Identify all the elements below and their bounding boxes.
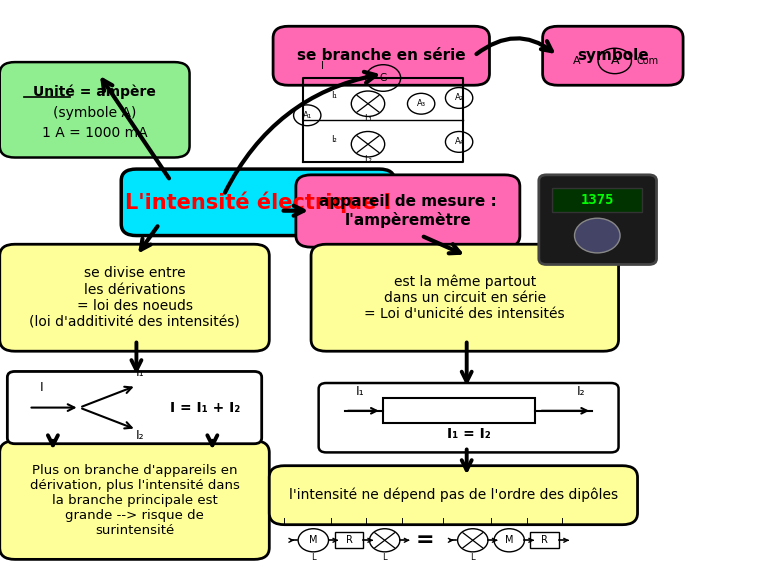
FancyBboxPatch shape <box>335 532 363 548</box>
Text: G: G <box>379 73 387 83</box>
Text: 1 A = 1000 mA: 1 A = 1000 mA <box>41 126 147 140</box>
Text: I: I <box>526 518 529 528</box>
Text: I₂: I₂ <box>576 385 585 397</box>
Text: (symbole A): (symbole A) <box>53 106 137 120</box>
Text: I₁: I₁ <box>356 385 365 397</box>
Text: L: L <box>311 553 316 562</box>
Text: I₁ = I₂: I₁ = I₂ <box>447 427 491 441</box>
Text: I: I <box>561 518 564 528</box>
Text: se divise entre
les dérivations
= loi des noeuds
(loi d'additivité des intensité: se divise entre les dérivations = loi de… <box>29 267 240 329</box>
Text: I₁: I₁ <box>136 366 144 379</box>
FancyBboxPatch shape <box>0 441 270 560</box>
Text: est la même partout
dans un circuit en série
= Loi d'unicité des intensités: est la même partout dans un circuit en s… <box>365 274 565 321</box>
Text: I: I <box>442 518 445 528</box>
FancyBboxPatch shape <box>0 244 270 351</box>
FancyBboxPatch shape <box>383 398 535 424</box>
Text: L: L <box>471 553 475 562</box>
Text: I: I <box>330 518 333 528</box>
Text: A₄: A₄ <box>455 137 464 146</box>
FancyBboxPatch shape <box>270 466 637 525</box>
Text: L₁: L₁ <box>364 114 372 123</box>
Text: Unité = ampère: Unité = ampère <box>33 84 156 99</box>
Text: I: I <box>321 62 324 71</box>
FancyBboxPatch shape <box>539 175 657 264</box>
Text: =: = <box>415 530 434 550</box>
Text: L'intensité électrique I: L'intensité électrique I <box>124 192 391 213</box>
Text: A₁: A₁ <box>303 111 312 120</box>
FancyBboxPatch shape <box>8 371 262 444</box>
Text: A₂: A₂ <box>455 94 464 102</box>
FancyBboxPatch shape <box>273 26 489 85</box>
FancyBboxPatch shape <box>543 26 683 85</box>
Text: I: I <box>365 518 368 528</box>
Text: A₃: A₃ <box>417 99 425 108</box>
Text: appareil de mesure :
l'ampèremètre: appareil de mesure : l'ampèremètre <box>319 194 497 228</box>
FancyBboxPatch shape <box>121 169 395 235</box>
Circle shape <box>574 218 620 253</box>
Text: A: A <box>611 55 619 67</box>
Text: Com: Com <box>637 56 658 66</box>
Text: M: M <box>309 535 318 546</box>
Text: Plus on branche d'appareils en
dérivation, plus l'intensité dans
la branche prin: Plus on branche d'appareils en dérivatio… <box>30 464 240 537</box>
Text: I: I <box>402 518 405 528</box>
Text: I: I <box>40 381 43 394</box>
Text: I = I₁ + I₂: I = I₁ + I₂ <box>170 400 240 415</box>
FancyBboxPatch shape <box>552 188 642 213</box>
Text: l'intensité ne dépend pas de l'ordre des dipôles: l'intensité ne dépend pas de l'ordre des… <box>289 488 618 503</box>
FancyBboxPatch shape <box>0 62 190 157</box>
Text: 1375: 1375 <box>581 193 614 207</box>
FancyBboxPatch shape <box>531 532 559 548</box>
Text: I₁: I₁ <box>331 91 336 100</box>
Text: M: M <box>505 535 514 546</box>
FancyBboxPatch shape <box>311 244 618 351</box>
Text: I: I <box>489 518 492 528</box>
Text: I₂: I₂ <box>331 135 336 144</box>
FancyBboxPatch shape <box>296 175 520 247</box>
Text: I₂: I₂ <box>136 429 144 442</box>
Text: symbole: symbole <box>577 48 649 63</box>
Text: I: I <box>283 518 286 528</box>
Text: L: L <box>382 553 387 562</box>
Text: se branche en série: se branche en série <box>297 48 465 63</box>
FancyBboxPatch shape <box>319 383 618 453</box>
Text: R: R <box>346 535 353 546</box>
Text: L₂: L₂ <box>364 155 372 164</box>
Text: R: R <box>541 535 548 546</box>
Text: A: A <box>573 56 581 66</box>
